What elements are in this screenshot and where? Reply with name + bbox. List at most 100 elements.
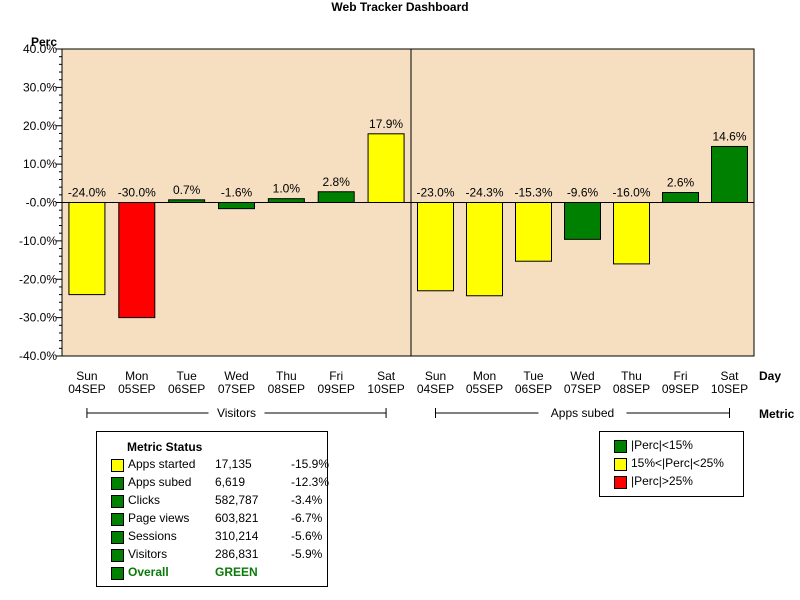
data-label: -16.0% — [612, 186, 650, 200]
bar — [168, 199, 206, 204]
metric-value: 286,831 — [215, 547, 259, 561]
bar — [662, 192, 699, 204]
x-tick-date: 04SEP — [68, 382, 105, 396]
data-label: 14.6% — [712, 129, 746, 143]
x-tick-day: Wed — [570, 369, 594, 383]
x-tick-date: 04SEP — [417, 382, 454, 396]
data-label: -23.0% — [416, 186, 454, 200]
y-tick-label: 20.0% — [23, 119, 57, 133]
data-label: 1.0% — [273, 182, 301, 196]
x-tick-date: 06SEP — [168, 382, 205, 396]
metric-value: GREEN — [215, 565, 258, 579]
bar — [613, 202, 650, 265]
metric-value: 6,619 — [215, 475, 246, 489]
bar — [466, 202, 503, 297]
x-tick-date: 10SEP — [711, 382, 748, 396]
y-tick-label: -30.0% — [19, 311, 57, 325]
chart-title: Web Tracker Dashboard — [331, 0, 468, 14]
metric-value: 310,214 — [215, 529, 259, 543]
x-tick-date: 07SEP — [218, 382, 255, 396]
bar — [218, 202, 255, 210]
x-tick-date: 06SEP — [515, 382, 552, 396]
legend-swatch — [614, 458, 627, 471]
bar — [68, 202, 106, 296]
x-tick-day: Fri — [674, 369, 688, 383]
metric-name: Apps subed — [128, 475, 192, 489]
legend-label: |Perc|<15% — [631, 438, 693, 452]
legend-swatch — [614, 476, 627, 489]
x-tick-day: Fri — [329, 369, 343, 383]
metric-value: 603,821 — [215, 511, 259, 525]
x-tick-day: Thu — [621, 369, 642, 383]
group-label: Apps subed — [551, 406, 614, 420]
x-tick-date: 05SEP — [466, 382, 503, 396]
data-label: -24.0% — [68, 186, 106, 200]
bar — [564, 202, 601, 240]
x-tick-date: 09SEP — [662, 382, 699, 396]
bar — [711, 145, 748, 204]
metric-name: Visitors — [128, 547, 168, 561]
bar — [367, 133, 405, 203]
status-swatch — [111, 495, 124, 508]
data-label: 17.9% — [369, 117, 403, 131]
metric-name: Overall — [128, 565, 169, 579]
x-tick-date: 09SEP — [318, 382, 355, 396]
bar — [515, 202, 552, 262]
data-label: -30.0% — [118, 186, 156, 200]
x-tick-day: Thu — [276, 369, 297, 383]
x-tick-day: Sun — [425, 369, 446, 383]
metric-axis-label: Metric — [759, 407, 795, 421]
status-swatch — [111, 459, 124, 472]
metric-percent: -3.4% — [291, 493, 323, 507]
x-tick-date: 07SEP — [564, 382, 601, 396]
y-tick-label: 10.0% — [23, 157, 57, 171]
group-label: Visitors — [217, 406, 256, 420]
y-axis-label: Perc — [31, 35, 57, 49]
metric-status-panel: Metric Status Apps started 17,135 -15.9% Ap… — [96, 431, 330, 587]
bar — [267, 198, 305, 204]
x-tick-date: 10SEP — [367, 382, 404, 396]
metric-percent: -6.7% — [291, 511, 323, 525]
metric-name: Sessions — [128, 529, 177, 543]
legend-label: |Perc|>25% — [631, 474, 693, 488]
x-tick-day: Wed — [224, 369, 248, 383]
x-tick-date: 08SEP — [268, 382, 305, 396]
metric-percent: -5.9% — [291, 547, 323, 561]
metric-name: Apps started — [128, 457, 196, 471]
y-tick-label: -40.0% — [19, 349, 57, 363]
legend-swatch — [614, 440, 627, 453]
metric-value: 582,787 — [215, 493, 259, 507]
x-tick-day: Sat — [377, 369, 396, 383]
x-tick-day: Sun — [76, 369, 97, 383]
y-tick-label: -10.0% — [19, 234, 57, 248]
data-label: -9.6% — [567, 186, 599, 200]
data-label: 0.7% — [173, 183, 201, 197]
data-label: 2.8% — [323, 175, 351, 189]
status-swatch — [111, 477, 124, 490]
x-tick-date: 05SEP — [118, 382, 155, 396]
x-tick-day: Mon — [473, 369, 496, 383]
metric-name: Clicks — [128, 493, 160, 507]
metric-value: 17,135 — [215, 457, 252, 471]
y-tick-label: -0.0% — [26, 196, 58, 210]
color-legend: |Perc|<15% 15%<|Perc|<25% |Perc|>25% — [599, 431, 744, 497]
data-label: 2.6% — [667, 176, 695, 190]
y-tick-label: 40.0% — [23, 42, 57, 56]
y-tick-label: 30.0% — [23, 80, 57, 94]
status-swatch — [111, 531, 124, 544]
metric-status-title: Metric Status — [127, 440, 203, 454]
x-tick-day: Mon — [125, 369, 148, 383]
data-label: -15.3% — [514, 186, 552, 200]
metric-percent: -12.3% — [291, 475, 330, 489]
data-label: -24.3% — [465, 186, 503, 200]
metric-name: Page views — [128, 511, 190, 525]
legend-label: 15%<|Perc|<25% — [631, 456, 724, 470]
status-swatch — [111, 549, 124, 562]
x-tick-day: Tue — [523, 369, 544, 383]
status-swatch — [111, 513, 124, 526]
metric-percent: -5.6% — [291, 529, 323, 543]
bar — [317, 191, 355, 204]
status-swatch — [111, 567, 124, 580]
x-axis-label: Day — [759, 369, 781, 383]
